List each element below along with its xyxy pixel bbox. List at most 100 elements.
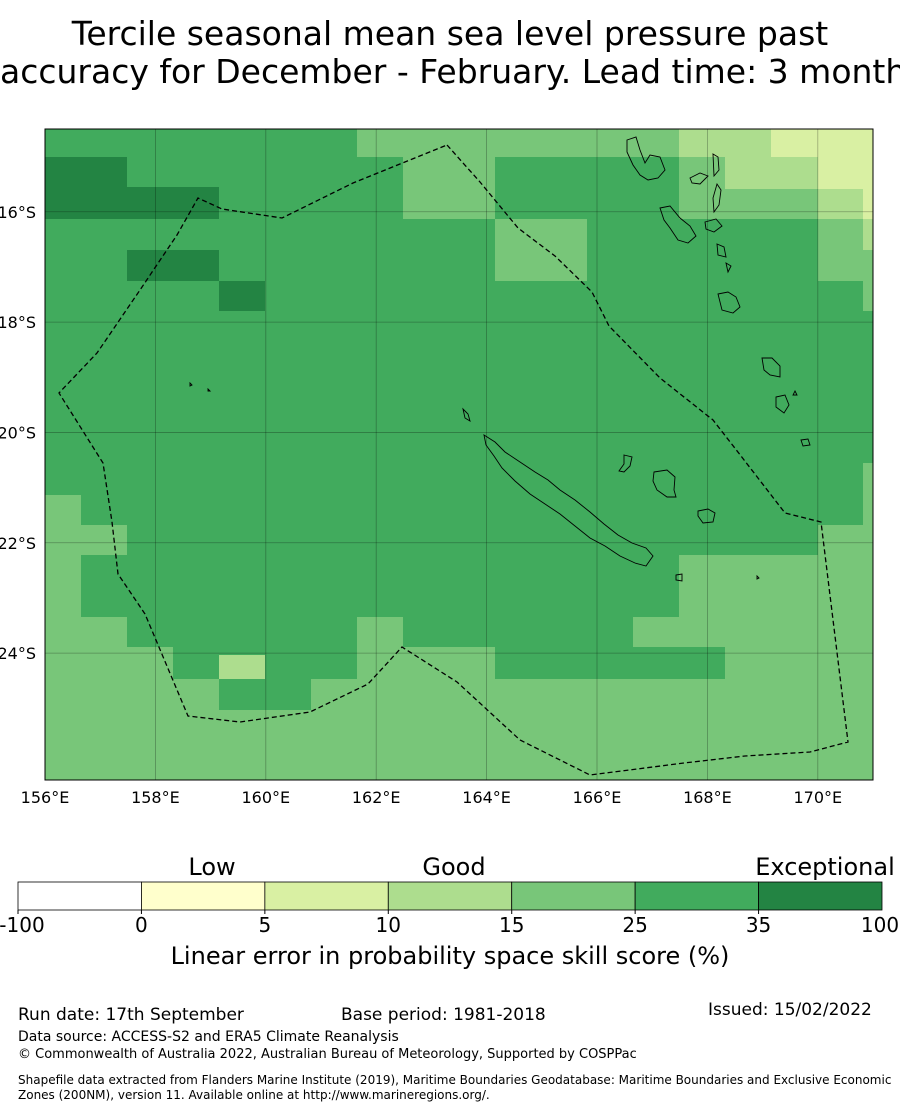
skill-cell-light-9: [495, 679, 725, 780]
coast-vanuatu-tanna: [775, 394, 790, 414]
y-tick-label: 20°S: [0, 423, 36, 442]
y-tick-label: 22°S: [0, 534, 36, 553]
issued-date: Issued: 15/02/2022: [708, 1000, 872, 1020]
chart-title-line-2: accuracy for December - February. Lead t…: [0, 53, 900, 91]
graticule: [45, 129, 873, 780]
coast-lifou: [652, 469, 677, 498]
skill-cell-light-18: [495, 219, 587, 281]
skill-cell-light-17: [863, 250, 873, 281]
skill-cell-light-21: [679, 157, 725, 219]
skill-cell-light-23: [357, 129, 403, 157]
coast-vanuatu-espiritu-santo: [626, 136, 666, 181]
coast-isle-of-pines: [675, 573, 683, 582]
x-tick-label: 156°E: [21, 788, 70, 807]
latitude-ticks: 16°S 18°S 20°S 22°S 24°S: [0, 203, 36, 663]
skill-cell-light-11: [633, 617, 725, 647]
shapefile-credit-line-1: Shapefile data extracted from Flanders M…: [18, 1073, 892, 1087]
base-period: Base period: 1981-2018: [341, 1005, 546, 1025]
coast-vanuatu-ambrym: [704, 218, 723, 233]
skill-cell-dark-0: [45, 157, 127, 219]
copyright: © Commonwealth of Australia 2022, Austra…: [18, 1047, 637, 1062]
skill-cell-pale-0: [679, 129, 771, 157]
skill-cell-light-7: [357, 617, 403, 780]
coast-vanuatu-pentecost: [712, 182, 722, 214]
colorbar-category-low: Low: [188, 853, 236, 881]
coast-mare: [697, 508, 716, 524]
x-tick-label: 168°E: [683, 788, 732, 807]
skill-grid: [45, 129, 873, 780]
colorbar-tick-label: 100: [860, 913, 900, 937]
coastlines: [189, 136, 811, 582]
run-date: Run date: 17th September: [18, 1005, 244, 1025]
skill-cell-light-22: [725, 189, 818, 219]
skill-cell-light-0: [45, 495, 81, 780]
skill-cell-light-24: [587, 129, 679, 157]
x-tick-label: 158°E: [131, 788, 180, 807]
skill-cell-dark-2: [127, 250, 219, 281]
skill-cell-light-14: [863, 463, 873, 525]
colorbar-tick-label: 15: [498, 913, 525, 937]
colorbar-category-exceptional: Exceptional: [755, 853, 895, 881]
y-tick-label: 16°S: [0, 203, 36, 222]
colorbar-tick-label: 25: [622, 913, 648, 937]
colorbar-category-good: Good: [422, 853, 486, 881]
coast-ouvea: [618, 454, 633, 473]
y-tick-label: 24°S: [0, 644, 36, 663]
x-tick-label: 164°E: [462, 788, 511, 807]
skill-cell-pale-4: [219, 655, 265, 679]
colorbar-tick-label: 35: [745, 913, 772, 937]
skill-cell-light-16: [818, 219, 863, 281]
skill-map: 156°E 158°E 160°E 162°E 164°E 166°E 168°E 170°E…: [0, 128, 874, 807]
shapefile-credit-line-2: Zones (200NM), version 11. Available onl…: [18, 1088, 490, 1102]
skill-cell-pale-2: [818, 189, 863, 219]
coast-walpole: [756, 574, 760, 580]
skill-cell-dark-3: [219, 281, 265, 311]
skill-cell-pale-3: [863, 219, 873, 250]
x-tick-label: 162°E: [352, 788, 401, 807]
skill-cell-light-19: [403, 157, 495, 219]
colorbar-segment: [511, 881, 636, 911]
chart-title-line-1: Tercile seasonal mean sea level pressure…: [71, 15, 829, 53]
skill-cell-paler-0: [771, 129, 873, 157]
skill-cell-light-8: [403, 647, 495, 780]
colorbar-segment: [387, 881, 513, 911]
colorbar-tick-label: 10: [375, 913, 402, 937]
colorbar-tick-label: 5: [258, 913, 272, 937]
coast-vanuatu-malakula: [659, 205, 697, 244]
colorbar-tick-label: -100: [0, 913, 45, 937]
skill-cell-light-6: [311, 679, 357, 780]
skill-cell-pale-1: [725, 157, 818, 189]
colorbar-segment: [141, 881, 266, 911]
colorbar-segment: [264, 881, 389, 911]
y-tick-label: 18°S: [0, 313, 36, 332]
map-frame: [44, 128, 874, 781]
skill-cell-light-4: [173, 679, 219, 780]
coast-belep: [462, 407, 471, 422]
coast-vanuatu-efate: [717, 291, 741, 314]
coast-vanuatu-aneityum: [792, 389, 798, 396]
colorbar-segment: [17, 881, 142, 911]
skill-cell-paler-2: [863, 189, 873, 219]
coast-new-caledonia: [483, 434, 654, 567]
x-tick-label: 160°E: [241, 788, 290, 807]
data-source: Data source: ACCESS-S2 and ERA5 Climate …: [18, 1029, 399, 1045]
skill-cell-light-3: [127, 647, 173, 780]
colorbar-segment: [758, 881, 883, 911]
coast-chesterfield-1: [189, 381, 193, 387]
coast-vanuatu-maewo: [712, 153, 720, 178]
colorbar-segment: [634, 881, 759, 911]
x-tick-label: 170°E: [793, 788, 842, 807]
skill-cell-dark-1: [127, 187, 219, 219]
coast-vanuatu-epi: [716, 243, 727, 258]
skill-cell-light-1: [81, 525, 127, 555]
skill-cell-paler-1: [818, 157, 873, 189]
skill-cell-light-13: [818, 525, 873, 555]
skill-cell-light-2: [81, 617, 127, 780]
skill-cell-light-5: [219, 710, 311, 780]
coast-vanuatu-shepherd: [725, 262, 732, 274]
skill-cell-light-12: [679, 555, 725, 617]
skill-cell-light-10: [725, 555, 873, 780]
longitude-ticks: 156°E 158°E 160°E 162°E 164°E 166°E 168°E 170°E: [21, 788, 842, 807]
coast-vanuatu-erromango: [761, 357, 781, 378]
eez-boundary: [58, 144, 849, 776]
